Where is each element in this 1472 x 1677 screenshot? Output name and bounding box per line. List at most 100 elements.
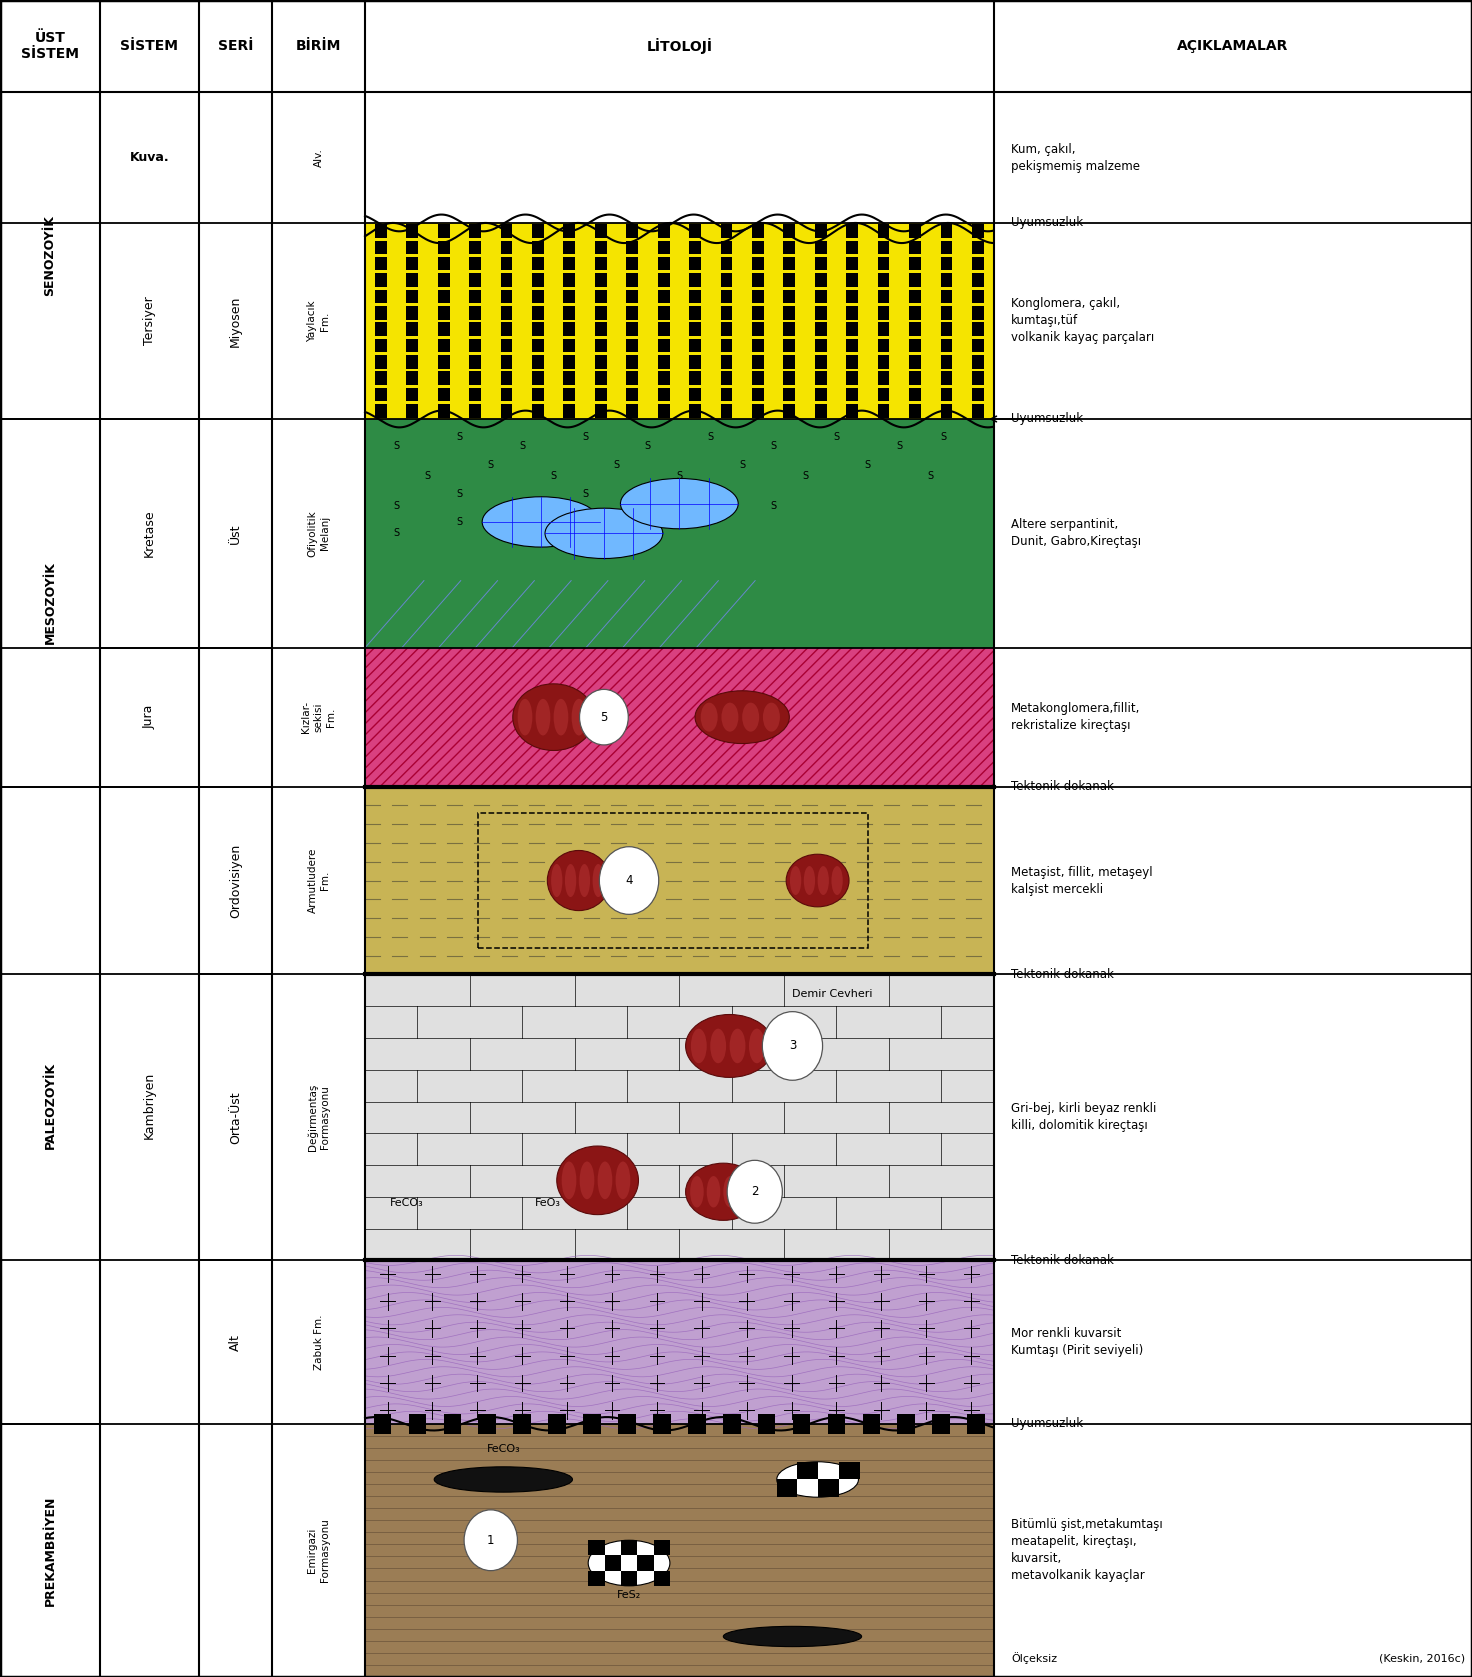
Bar (910, 322, 921, 335)
Bar (752, 241, 764, 255)
Circle shape (580, 689, 629, 745)
Bar (658, 322, 670, 335)
Ellipse shape (690, 1176, 704, 1207)
Text: FeCO₃: FeCO₃ (486, 1444, 520, 1454)
Bar (437, 387, 449, 401)
Bar (972, 339, 983, 352)
Bar (365, 419, 994, 647)
Ellipse shape (762, 703, 780, 731)
Text: S: S (770, 501, 777, 511)
Bar (406, 404, 418, 418)
Bar (470, 273, 481, 287)
Text: Kızlar-
sekisi
Fm.: Kızlar- sekisi Fm. (302, 701, 336, 733)
Ellipse shape (536, 699, 551, 736)
Text: Tektonik dokanak: Tektonik dokanak (1011, 1254, 1114, 1266)
Bar (626, 339, 637, 352)
Text: Metaşist, fillit, metaşeyl
kalşist mercekli: Metaşist, fillit, metaşeyl kalşist merce… (1011, 865, 1153, 896)
Bar (818, 1479, 839, 1498)
Text: Kambriyen: Kambriyen (143, 1072, 156, 1139)
Bar (437, 225, 449, 238)
Bar (658, 273, 670, 287)
Text: 4: 4 (626, 874, 633, 887)
Bar (500, 387, 512, 401)
Bar (972, 273, 983, 287)
Bar (470, 322, 481, 335)
Bar (658, 356, 670, 369)
Bar (470, 257, 481, 270)
Bar (564, 404, 576, 418)
Bar (910, 371, 921, 384)
Bar (877, 356, 889, 369)
Text: S: S (645, 501, 651, 511)
Bar (877, 307, 889, 320)
Text: Mor renkli kuvarsit
Kumtaşı (Pirit seviyeli): Mor renkli kuvarsit Kumtaşı (Pirit seviy… (1011, 1327, 1144, 1357)
Bar (564, 257, 576, 270)
Bar (815, 241, 827, 255)
Bar (531, 356, 543, 369)
Text: Miyosen: Miyosen (230, 295, 241, 347)
Bar (406, 307, 418, 320)
Bar (626, 241, 637, 255)
Bar (752, 273, 764, 287)
Bar (783, 322, 795, 335)
Bar (972, 290, 983, 304)
Bar (815, 371, 827, 384)
Bar (595, 225, 606, 238)
Bar (941, 339, 952, 352)
Bar (721, 404, 733, 418)
Bar (658, 339, 670, 352)
Bar (406, 322, 418, 335)
Bar (470, 307, 481, 320)
Bar (972, 225, 983, 238)
Text: FeS₂: FeS₂ (617, 1590, 642, 1600)
Text: FeO(OH): FeO(OH) (755, 1050, 799, 1060)
Ellipse shape (620, 478, 737, 528)
Bar (910, 339, 921, 352)
Bar (689, 371, 701, 384)
Bar (626, 387, 637, 401)
Bar (721, 257, 733, 270)
Ellipse shape (777, 1462, 858, 1498)
Bar (470, 339, 481, 352)
Bar (595, 371, 606, 384)
Bar (564, 339, 576, 352)
Bar (910, 225, 921, 238)
Bar (437, 322, 449, 335)
Bar (815, 257, 827, 270)
Bar (815, 225, 827, 238)
Text: Gri-bej, kirli beyaz renkli
killi, dolomitik kireçtaşı: Gri-bej, kirli beyaz renkli killi, dolom… (1011, 1102, 1157, 1132)
Bar (548, 1414, 565, 1434)
Bar (406, 387, 418, 401)
Bar (500, 339, 512, 352)
Ellipse shape (553, 699, 568, 736)
Text: Kum, çakıl,
pekişmemiş malzeme: Kum, çakıl, pekişmemiş malzeme (1011, 143, 1141, 173)
Ellipse shape (548, 850, 611, 911)
Bar (365, 647, 994, 787)
Ellipse shape (707, 1176, 720, 1207)
Bar (531, 307, 543, 320)
Bar (531, 322, 543, 335)
Bar (863, 1414, 880, 1434)
Bar (910, 257, 921, 270)
Bar (658, 290, 670, 304)
Bar (437, 404, 449, 418)
Bar (626, 225, 637, 238)
Bar (375, 257, 387, 270)
Ellipse shape (589, 1539, 670, 1586)
Bar (783, 257, 795, 270)
Bar (846, 225, 858, 238)
Ellipse shape (565, 864, 576, 897)
Bar (564, 371, 576, 384)
Bar (626, 273, 637, 287)
Bar (437, 339, 449, 352)
Bar (500, 404, 512, 418)
Text: Zabuk Fm.: Zabuk Fm. (314, 1315, 324, 1370)
Text: Tektonik dokanak: Tektonik dokanak (1011, 780, 1114, 793)
Bar (815, 307, 827, 320)
Text: BİRİM: BİRİM (296, 39, 342, 54)
Text: S: S (645, 441, 651, 451)
Bar (595, 241, 606, 255)
Bar (564, 241, 576, 255)
Text: S: S (770, 441, 777, 451)
Bar (910, 356, 921, 369)
